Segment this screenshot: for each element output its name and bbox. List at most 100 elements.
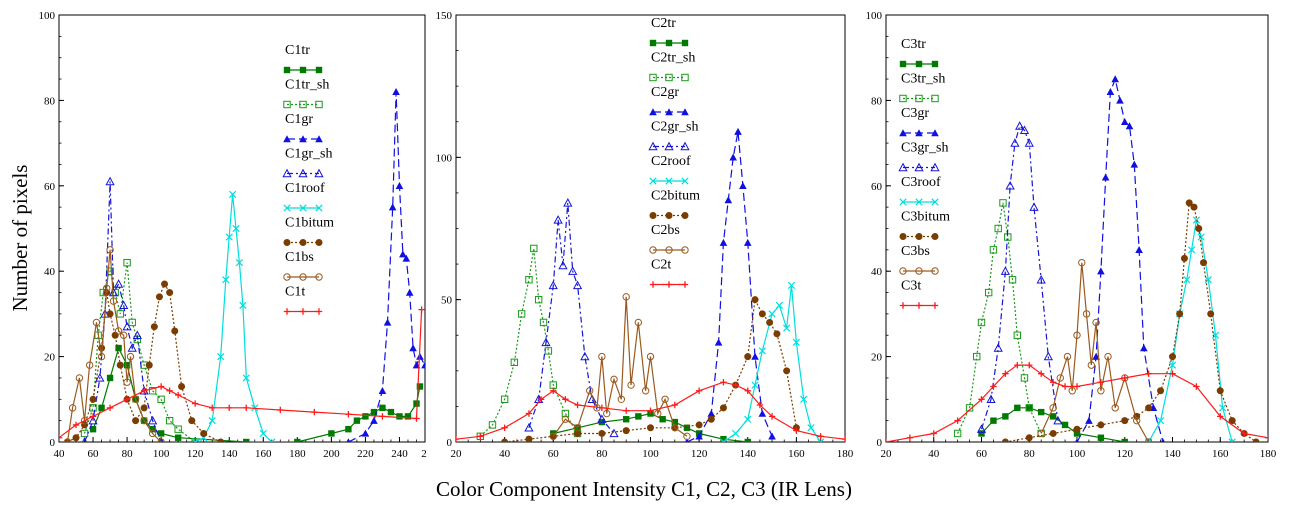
x-tick-label: 120 xyxy=(187,448,204,460)
data-point xyxy=(1063,352,1072,361)
data-point xyxy=(225,233,233,241)
data-point xyxy=(1020,374,1029,382)
x-tick-label: 100 xyxy=(1069,448,1086,460)
series-C1bs xyxy=(63,246,165,442)
legend-marker xyxy=(665,212,673,219)
data-point xyxy=(732,381,739,389)
x-edge-label: 2 xyxy=(421,448,427,460)
series-C3bitum xyxy=(1001,199,1260,442)
legend-marker xyxy=(931,129,939,137)
data-point xyxy=(1073,331,1081,339)
x-tick-label: 20 xyxy=(881,448,893,460)
series-line xyxy=(1040,262,1150,442)
legend-marker xyxy=(915,129,923,137)
legend-marker xyxy=(298,168,308,178)
data-point xyxy=(1130,160,1139,168)
data-point xyxy=(72,434,80,442)
data-point xyxy=(977,318,986,327)
legend-label: C3gr_sh xyxy=(901,141,948,156)
data-point xyxy=(1121,417,1129,425)
data-point xyxy=(1264,434,1268,441)
series-C2roof xyxy=(719,281,825,442)
data-point xyxy=(684,438,690,442)
data-point xyxy=(106,310,114,318)
legend-label: C1gr xyxy=(285,112,313,127)
data-point xyxy=(1024,138,1034,147)
data-point xyxy=(1204,276,1212,284)
legend-marker xyxy=(931,302,939,309)
data-point xyxy=(95,373,105,382)
x-tick-label: 120 xyxy=(691,448,708,460)
legend-label: C3tr xyxy=(901,37,926,52)
legend-marker xyxy=(299,66,307,74)
data-point xyxy=(353,417,361,424)
data-point xyxy=(140,387,148,394)
legend-marker xyxy=(931,233,939,240)
data-point xyxy=(1252,438,1260,442)
data-point xyxy=(148,429,157,438)
data-point xyxy=(140,416,148,425)
data-point xyxy=(768,310,776,318)
data-point xyxy=(734,127,742,135)
data-point xyxy=(695,387,703,394)
x-tick-label: 60 xyxy=(976,448,988,460)
data-point xyxy=(1120,117,1129,125)
data-point xyxy=(1160,438,1166,442)
data-point xyxy=(1216,387,1224,395)
data-point xyxy=(1169,370,1176,377)
data-point xyxy=(1132,416,1141,425)
data-point xyxy=(402,254,411,262)
x-tick-label: 40 xyxy=(928,448,940,460)
legend-marker xyxy=(314,168,324,178)
y-tick-label: 20 xyxy=(871,352,883,364)
data-point xyxy=(622,293,630,301)
data-point xyxy=(191,438,199,442)
data-point xyxy=(758,310,766,318)
data-point xyxy=(150,323,158,331)
data-point xyxy=(773,330,781,338)
data-point xyxy=(81,437,88,442)
series-C1t xyxy=(59,306,425,441)
x-tick-label: 100 xyxy=(153,448,170,460)
data-point xyxy=(174,434,182,441)
data-point xyxy=(1228,438,1236,442)
data-point xyxy=(744,415,752,423)
plot-frame xyxy=(885,14,1269,443)
data-point xyxy=(587,394,597,403)
data-point xyxy=(930,430,937,437)
data-point xyxy=(345,411,352,418)
y-tick-label: 0 xyxy=(50,437,56,449)
data-point xyxy=(1037,370,1045,377)
data-point xyxy=(127,343,137,352)
data-point xyxy=(111,331,119,339)
data-point xyxy=(477,433,484,440)
data-point xyxy=(116,361,124,369)
data-point xyxy=(695,432,703,440)
data-point xyxy=(123,258,131,267)
legend-C1: C1tr C1tr_sh C1gr C1gr_sh C1roof C1bitum C1bs C… xyxy=(282,43,334,315)
data-point xyxy=(106,374,114,382)
legend-marker xyxy=(315,100,323,109)
data-point xyxy=(603,409,611,418)
data-point xyxy=(646,352,655,361)
data-point xyxy=(1240,430,1248,437)
data-point xyxy=(1207,310,1215,318)
x-tick-label: 160 xyxy=(788,448,805,460)
x-tick-label: 140 xyxy=(221,448,238,460)
data-point xyxy=(105,176,115,186)
data-point xyxy=(1135,246,1143,254)
series-C3tr xyxy=(978,404,1128,442)
data-point xyxy=(586,387,594,395)
data-point xyxy=(1193,383,1200,390)
data-point xyxy=(1000,266,1011,275)
data-point xyxy=(1026,361,1033,369)
data-point xyxy=(751,381,759,389)
data-point xyxy=(1002,413,1009,420)
legend-marker xyxy=(915,198,923,206)
data-point xyxy=(132,417,140,425)
data-point xyxy=(147,415,158,425)
data-point xyxy=(787,281,796,290)
x-tick-label: 40 xyxy=(499,448,511,460)
data-point xyxy=(817,438,825,442)
data-point xyxy=(1014,404,1021,412)
